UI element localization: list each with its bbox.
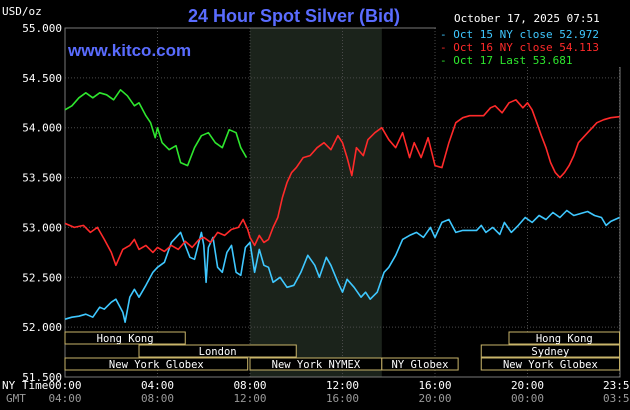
- plot-border: [64, 27, 621, 378]
- y-tick-label: 54.000: [22, 122, 62, 135]
- x-tick-label-gmt: 20:00: [418, 392, 451, 405]
- market-session-label: NY Globex: [392, 359, 449, 371]
- market-session-label: New York Globex: [109, 359, 204, 371]
- market-session-bar: [480, 357, 621, 371]
- y-tick-label: 52.500: [22, 271, 62, 284]
- x-tick-label-gmt: 03:59: [603, 392, 630, 405]
- legend-box: [436, 27, 624, 67]
- series-line-oct-17: [64, 89, 248, 167]
- y-tick-label: 54.500: [22, 72, 62, 85]
- x-tick-label-ny: 12:00: [326, 379, 359, 392]
- legend-entry: - Oct 17 Last 53.681: [440, 54, 572, 67]
- x-axis-label-gmt: GMT: [6, 392, 26, 405]
- series-line-oct-16: [64, 99, 620, 267]
- x-tick-label-ny: 00:00: [48, 379, 81, 392]
- market-session-label: Hong Kong: [536, 333, 593, 345]
- x-tick-label-ny: 16:00: [418, 379, 451, 392]
- series-line-oct-15: [64, 209, 620, 323]
- market-session-bar: [64, 357, 249, 371]
- market-session-bar: [480, 344, 621, 358]
- y-tick-label: 53.000: [22, 221, 62, 234]
- market-session-label: Sydney: [531, 346, 569, 358]
- x-tick-label-ny: 20:00: [511, 379, 544, 392]
- market-session-bar: [381, 357, 459, 371]
- x-tick-label-gmt: 08:00: [141, 392, 174, 405]
- market-session-bar: [64, 331, 186, 345]
- y-tick-label: 51.500: [22, 371, 62, 384]
- timestamp: October 17, 2025 07:51: [454, 12, 600, 25]
- market-session-bar: [508, 331, 621, 345]
- x-axis-label-ny: NY Time: [2, 379, 48, 392]
- x-tick-label-ny: 08:00: [233, 379, 266, 392]
- nymex-session-band: [250, 28, 382, 377]
- x-tick-label-ny: 04:00: [141, 379, 174, 392]
- legend-entry: - Oct 16 NY close 54.113: [440, 41, 599, 54]
- kitco-watermark: www.kitco.com: [67, 41, 191, 60]
- x-tick-label-gmt: 12:00: [233, 392, 266, 405]
- unit-label: USD/oz: [2, 5, 42, 18]
- market-session-bar: [138, 344, 297, 358]
- market-session-label: London: [199, 346, 237, 358]
- market-session-label: New York NYMEX: [272, 359, 361, 371]
- market-session-label: Hong Kong: [97, 333, 154, 345]
- x-tick-label-ny: 23:59: [603, 379, 630, 392]
- x-tick-label-gmt: 04:00: [48, 392, 81, 405]
- market-session-label: New York Globex: [503, 359, 598, 371]
- x-tick-label-gmt: 16:00: [326, 392, 359, 405]
- y-tick-label: 52.000: [22, 321, 62, 334]
- legend-entry: - Oct 15 NY close 52.972: [440, 28, 599, 41]
- y-tick-label: 55.000: [22, 22, 62, 35]
- chart-title: 24 Hour Spot Silver (Bid): [188, 6, 400, 26]
- y-tick-label: 53.500: [22, 172, 62, 185]
- x-tick-label-gmt: 00:00: [511, 392, 544, 405]
